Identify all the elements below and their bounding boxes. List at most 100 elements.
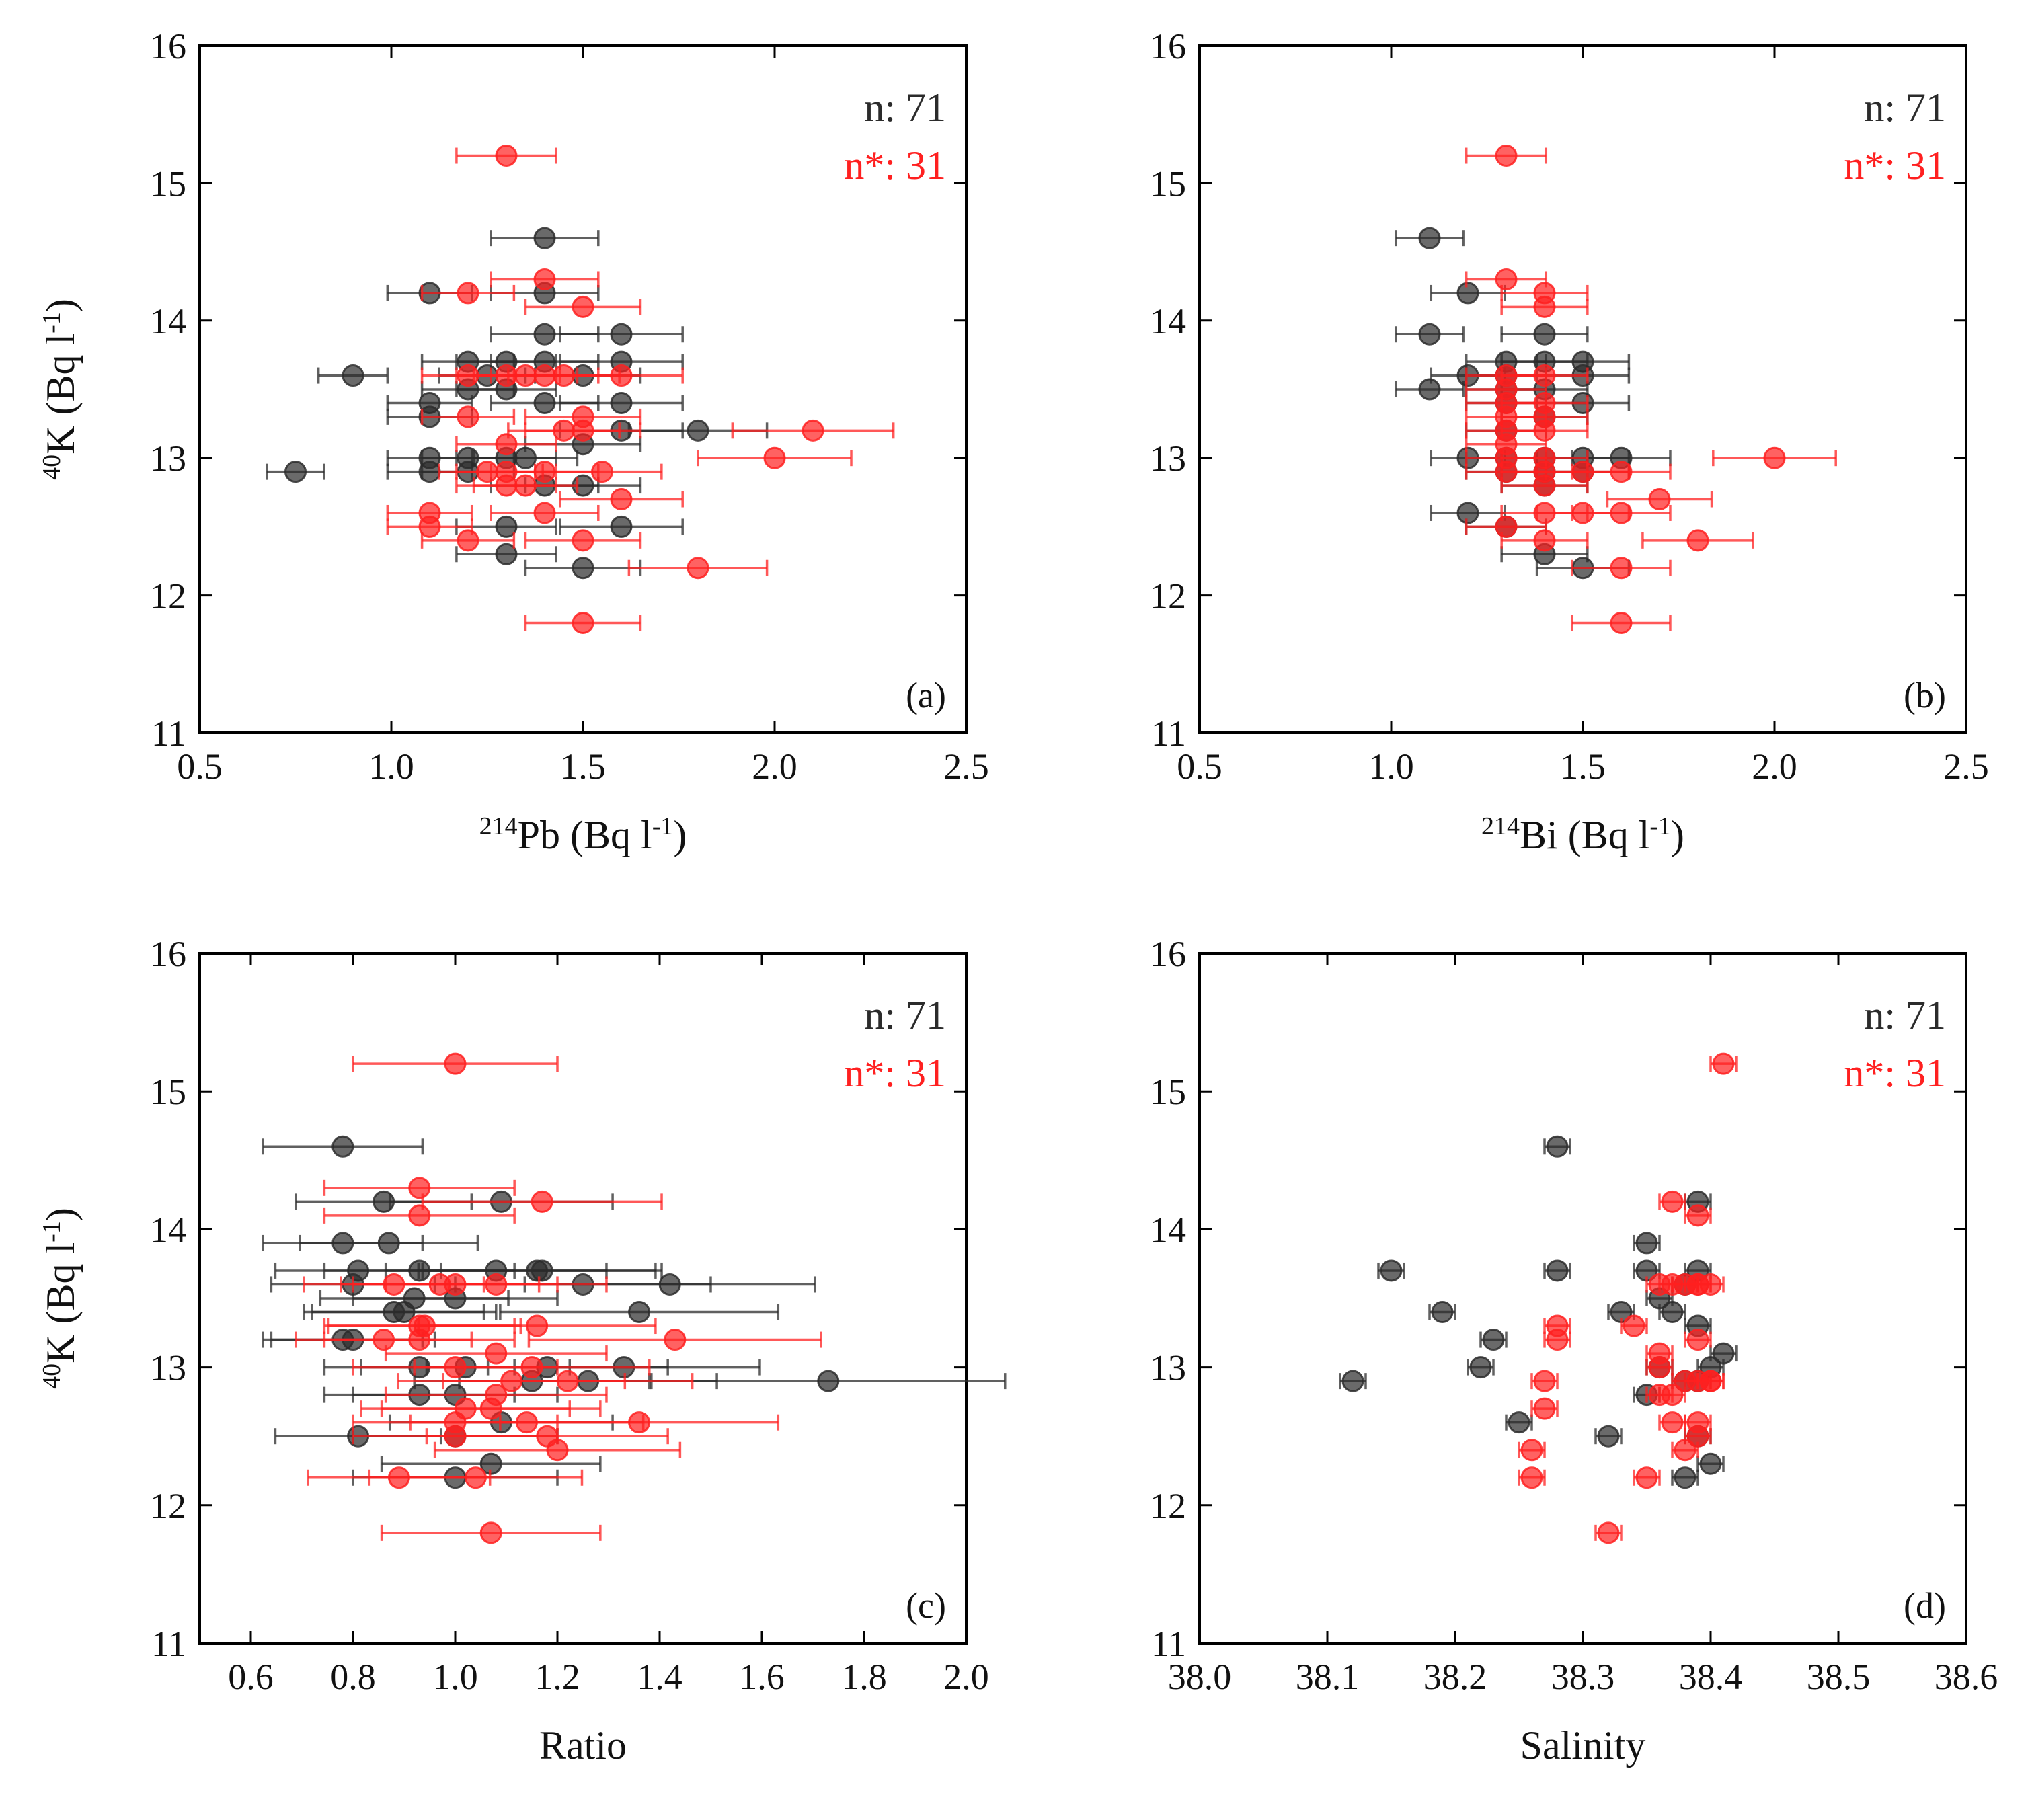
marker — [628, 1301, 651, 1324]
data-point — [323, 1204, 516, 1227]
marker — [479, 1521, 502, 1544]
marker — [1661, 1411, 1684, 1434]
data-point — [1658, 1273, 1686, 1296]
marker — [1546, 1329, 1569, 1351]
x-tick-label: 0.5 — [1177, 746, 1222, 787]
data-point — [1428, 1301, 1456, 1324]
x-tick-label: 1.0 — [432, 1657, 478, 1697]
x-tick-label: 2.0 — [1752, 746, 1797, 787]
marker — [1533, 391, 1556, 414]
marker — [533, 227, 556, 249]
x-tick-label: 2.5 — [1943, 746, 1989, 787]
marker — [1712, 1052, 1735, 1075]
marker — [531, 1259, 553, 1282]
data-point — [559, 323, 684, 346]
marker — [1456, 282, 1479, 305]
data-point — [455, 145, 557, 167]
x-axis-title: 214Pb (Bq l-1) — [479, 812, 687, 857]
marker — [1418, 378, 1441, 401]
data-point — [311, 1301, 498, 1324]
data-point — [1641, 529, 1754, 552]
marker — [1674, 1370, 1696, 1392]
y-tick-label: 11 — [151, 1624, 186, 1664]
data-point — [1543, 1259, 1571, 1282]
marker — [331, 1135, 354, 1158]
marker — [1648, 488, 1671, 511]
data-point — [1465, 515, 1548, 538]
legend-nstar: n*: 31 — [844, 143, 946, 188]
x-tick-label: 38.6 — [1935, 1657, 1998, 1697]
marker — [1546, 1135, 1569, 1158]
data-point — [1671, 1439, 1699, 1462]
data-point — [420, 282, 516, 305]
data-point — [1645, 1356, 1674, 1379]
marker — [1456, 502, 1479, 524]
marker — [1533, 419, 1556, 442]
marker — [610, 488, 633, 511]
marker — [485, 1342, 508, 1365]
marker — [1674, 1439, 1696, 1462]
series-all — [262, 1135, 1007, 1489]
legend-nstar: n*: 31 — [1844, 143, 1946, 188]
data-point — [1530, 1370, 1559, 1392]
data-point — [1543, 1329, 1571, 1351]
y-tick-label: 13 — [150, 1348, 186, 1388]
data-point — [368, 1466, 584, 1489]
plot-frame — [198, 952, 968, 1645]
panel-b: 0.5 1.0 1.5 2.0 2.5 11 12 13 14 15 16 214Bi (Bq l-1… — [1150, 26, 1989, 857]
y-tick-label: 15 — [150, 163, 186, 204]
data-point — [1571, 502, 1672, 524]
marker — [572, 557, 594, 580]
x-axis-title: Ratio — [539, 1723, 627, 1768]
x-axis-title: 214Bi (Bq l-1) — [1481, 812, 1684, 857]
data-point — [1594, 1425, 1623, 1448]
marker — [1380, 1259, 1403, 1282]
data-point — [490, 323, 600, 346]
data-point — [323, 1177, 516, 1199]
y-tick-label: 15 — [150, 1072, 186, 1112]
marker — [687, 419, 709, 442]
panel-d: 38.0 38.1 38.2 38.3 38.4 38.5 38.6 11 12 13 14 15 16… — [1150, 934, 1998, 1768]
y-tick-label: 16 — [150, 26, 186, 67]
marker — [763, 446, 786, 469]
data-point — [559, 391, 684, 414]
y-tick-label: 13 — [1150, 1348, 1186, 1388]
x-tick-label: 2.5 — [943, 746, 989, 787]
data-point — [1594, 1521, 1623, 1544]
panel-label: (c) — [906, 1585, 946, 1626]
data-point — [433, 1439, 682, 1462]
data-point — [490, 227, 600, 249]
marker — [533, 391, 556, 414]
data-point — [524, 295, 642, 318]
data-point — [1645, 1384, 1674, 1407]
data-point — [1684, 1273, 1712, 1296]
data-point — [1395, 378, 1465, 401]
marker — [1418, 227, 1441, 249]
marker — [1763, 446, 1786, 469]
marker — [454, 1397, 477, 1420]
data-point — [559, 488, 684, 511]
data-point — [1479, 1329, 1508, 1351]
marker — [1533, 529, 1556, 552]
x-tick-label: 1.4 — [637, 1657, 682, 1697]
y-tick-label: 14 — [150, 1210, 186, 1250]
data-point — [299, 1232, 479, 1255]
data-point — [507, 419, 621, 442]
data-point — [1712, 446, 1837, 469]
marker — [393, 1301, 416, 1324]
marker — [1699, 1452, 1722, 1475]
marker — [1610, 557, 1633, 580]
data-point — [1633, 1232, 1661, 1255]
data-point — [266, 461, 325, 483]
data-point — [327, 1314, 522, 1337]
x-tick-label: 0.6 — [228, 1657, 274, 1697]
marker — [1661, 1301, 1684, 1324]
marker — [1571, 461, 1594, 483]
data-point — [420, 529, 516, 552]
marker — [514, 474, 537, 497]
x-tick-label: 38.0 — [1168, 1657, 1232, 1697]
marker — [1533, 502, 1556, 524]
marker — [1648, 1356, 1671, 1379]
x-tick-label: 1.2 — [535, 1657, 580, 1697]
